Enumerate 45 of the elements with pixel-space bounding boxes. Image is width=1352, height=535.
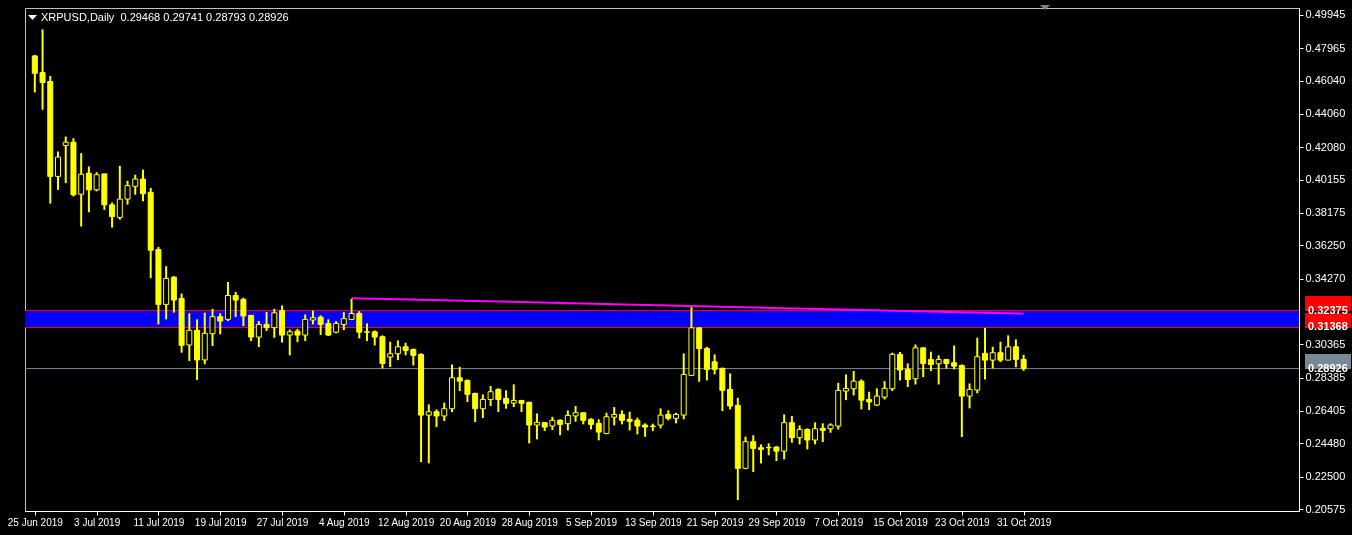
x-tick-label: 13 Sep 2019	[624, 516, 683, 528]
x-tick-label: 3 Jul 2019	[74, 516, 121, 528]
candlestick	[533, 412, 540, 441]
x-tick-label: 28 Aug 2019	[501, 516, 559, 528]
chart-title: XRPUSD,Daily 0.29468 0.29741 0.28793 0.28926	[41, 11, 289, 23]
x-tick-label: 12 Aug 2019	[378, 516, 435, 528]
x-tick-label: 27 Jul 2019	[256, 516, 309, 528]
y-tick-label: 0.44060	[1305, 107, 1346, 120]
y-tick-label: 0.34270	[1305, 272, 1346, 285]
x-tick-label: 15 Oct 2019	[873, 516, 929, 528]
y-tick-label: 0.26405	[1305, 404, 1346, 417]
candlestick	[503, 389, 510, 410]
y-tick-label: 0.30365	[1305, 337, 1346, 350]
y-tick-label: 0.40155	[1305, 173, 1346, 186]
candlestick	[842, 373, 849, 402]
candlestick	[812, 421, 819, 446]
candlestick	[139, 168, 146, 203]
candlestick	[364, 322, 370, 343]
y-tick-label: 0.47965	[1305, 41, 1346, 54]
y-tick-label: 0.38175	[1305, 206, 1346, 219]
x-tick-label: 5 Sep 2019	[565, 516, 618, 528]
x-tick-label: 20 Aug 2019	[439, 516, 497, 528]
x-tick-label: 25 Jun 2019	[7, 516, 64, 528]
candlestick	[224, 281, 231, 323]
y-tick-label: 0.36250	[1305, 238, 1346, 251]
candlestick	[982, 326, 988, 381]
x-tick-label: 11 Jul 2019	[133, 516, 185, 528]
y-tick-label: 0.46040	[1305, 74, 1346, 87]
x-tick-label: 21 Sep 2019	[686, 516, 744, 528]
x-tick-label: 7 Oct 2019	[814, 516, 864, 528]
candlestick	[55, 150, 61, 191]
x-tick-label: 19 Jul 2019	[194, 516, 248, 528]
candlestick	[897, 351, 904, 382]
x-tick-label: 29 Sep 2019	[748, 516, 806, 528]
y-tick-label: 0.42080	[1305, 140, 1346, 153]
y-tick-label: 0.49945	[1305, 8, 1346, 21]
x-tick-label: 31 Oct 2019	[996, 516, 1052, 528]
y-tick-label: 0.20575	[1305, 502, 1346, 515]
x-tick-label: 23 Oct 2019	[935, 516, 990, 528]
y-tick-label: 0.28385	[1305, 371, 1346, 384]
candlestick	[757, 443, 764, 465]
y-tick-label: 0.24480	[1305, 436, 1346, 449]
y-tick-label: 0.22500	[1305, 470, 1346, 483]
candlestick	[927, 350, 934, 373]
x-tick-label: 4 Aug 2019	[319, 516, 371, 528]
